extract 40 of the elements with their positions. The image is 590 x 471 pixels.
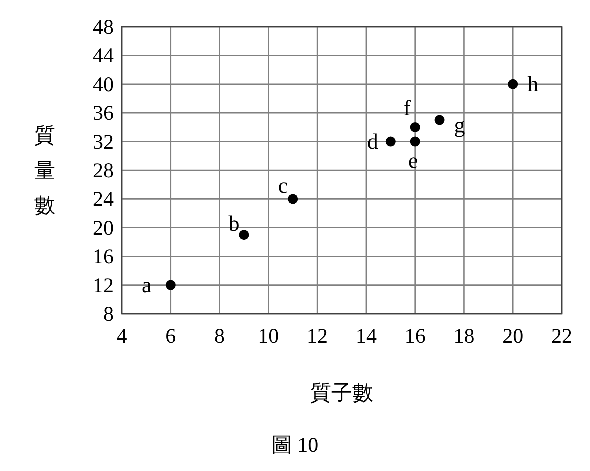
point	[386, 136, 396, 147]
x-tick-label: 16	[404, 324, 426, 348]
y-tick-label: 24	[93, 187, 114, 212]
annotation: e	[408, 148, 418, 173]
annotation: a	[142, 272, 152, 298]
y-tick-label: 20	[93, 216, 114, 240]
x-tick-label: 20	[502, 324, 524, 348]
point	[410, 122, 420, 132]
x-tick-label: 4	[116, 324, 128, 348]
annotation: b	[228, 211, 240, 236]
annotation: c	[278, 173, 288, 198]
point	[434, 115, 445, 126]
x-axis-title: 質子數	[310, 381, 374, 405]
y-tick-label: 40	[93, 72, 114, 96]
annotation: d	[367, 128, 378, 154]
y-tick-label: 32	[93, 130, 114, 154]
x-tick-label: 18	[454, 324, 475, 348]
x-tick-label: 8	[214, 324, 226, 348]
point	[239, 230, 250, 240]
x-tick-label: 22	[552, 324, 572, 348]
point	[508, 79, 518, 90]
y-tick-label: 12	[93, 273, 114, 298]
x-tick-label: 6	[166, 324, 176, 348]
y-tick-label: 28	[93, 158, 114, 182]
point	[288, 194, 298, 204]
point	[410, 136, 420, 147]
caption: 圖 10	[271, 433, 319, 457]
point	[166, 280, 176, 290]
y-tick-label: 36	[93, 101, 114, 126]
y-tick-label: 44	[93, 44, 114, 68]
y-tick-label: 48	[93, 15, 114, 39]
x-tick-label: 14	[356, 324, 378, 348]
y-tick-label: 8	[104, 302, 114, 326]
x-tick-label: 10	[258, 324, 280, 348]
annotation: g	[454, 112, 466, 138]
y-tick-label: 16	[93, 244, 114, 269]
y-axis-title: 質量數	[34, 124, 56, 218]
x-tick-label: 12	[307, 324, 328, 348]
annotation: h	[528, 71, 539, 96]
annotation: f	[404, 95, 412, 120]
